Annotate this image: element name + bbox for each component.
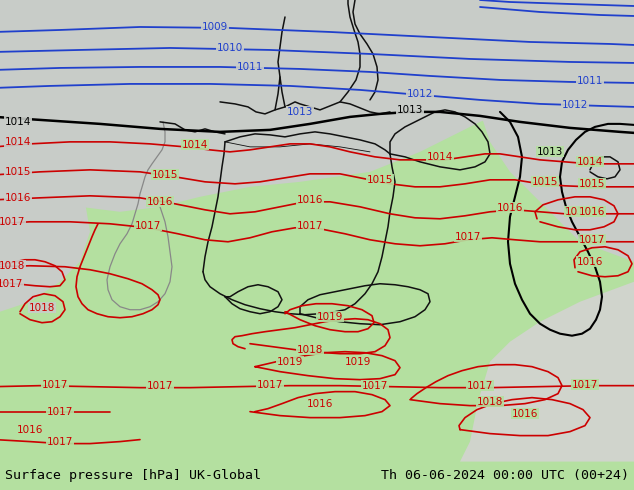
Text: 1012: 1012	[562, 100, 588, 110]
Polygon shape	[0, 0, 634, 212]
Text: 1018: 1018	[0, 261, 25, 271]
Text: 1016: 1016	[307, 399, 333, 409]
Text: 1017: 1017	[572, 380, 598, 390]
Text: 1017: 1017	[455, 232, 481, 242]
Text: 1014: 1014	[182, 140, 208, 150]
Text: 1017: 1017	[147, 381, 173, 391]
Text: 1016: 1016	[5, 193, 31, 203]
Text: 1017: 1017	[135, 221, 161, 231]
Text: 1016: 1016	[512, 409, 538, 418]
Text: 1016: 1016	[579, 207, 605, 217]
Text: 1013: 1013	[397, 105, 423, 115]
Text: 1015: 1015	[579, 179, 605, 189]
Text: 1016: 1016	[147, 197, 173, 207]
Text: Surface pressure [hPa] UK-Global: Surface pressure [hPa] UK-Global	[5, 469, 261, 482]
Text: 1017: 1017	[42, 380, 68, 390]
Text: 1019: 1019	[345, 357, 371, 367]
Text: 1016: 1016	[577, 257, 603, 267]
Text: 1011: 1011	[577, 76, 603, 86]
Text: 1016: 1016	[579, 207, 605, 217]
Text: 1009: 1009	[202, 22, 228, 32]
Text: 1017: 1017	[579, 235, 605, 245]
Text: 1018: 1018	[29, 303, 55, 313]
Text: 1013: 1013	[537, 147, 563, 157]
Text: 1017: 1017	[362, 381, 388, 391]
Text: 1014: 1014	[427, 152, 453, 162]
Text: 1015: 1015	[152, 170, 178, 180]
Text: 1016: 1016	[497, 203, 523, 213]
Text: 1017: 1017	[47, 437, 73, 446]
Text: 1010: 1010	[217, 43, 243, 53]
Text: 1015: 1015	[565, 207, 591, 217]
Text: 1014: 1014	[5, 117, 31, 127]
Polygon shape	[0, 112, 90, 312]
Polygon shape	[460, 282, 634, 462]
Polygon shape	[472, 0, 634, 262]
Text: 1015: 1015	[532, 177, 558, 187]
Text: 1019: 1019	[277, 357, 303, 367]
Text: Th 06-06-2024 00:00 UTC (00+24): Th 06-06-2024 00:00 UTC (00+24)	[381, 469, 629, 482]
Text: 1017: 1017	[467, 381, 493, 391]
Text: 1016: 1016	[297, 195, 323, 205]
Text: 1017: 1017	[257, 380, 283, 390]
Text: 1017: 1017	[297, 221, 323, 231]
Text: 1011: 1011	[237, 62, 263, 72]
Text: 1018: 1018	[477, 396, 503, 407]
Text: 1013: 1013	[287, 107, 313, 117]
Text: 1012: 1012	[407, 89, 433, 99]
Text: 1016: 1016	[17, 425, 43, 435]
Text: 1015: 1015	[5, 167, 31, 177]
Text: 1017: 1017	[0, 279, 23, 289]
Text: 1019: 1019	[317, 312, 343, 322]
Text: 1014: 1014	[577, 157, 603, 167]
Text: 1017: 1017	[0, 217, 25, 227]
Text: 1015: 1015	[367, 175, 393, 185]
Text: 1018: 1018	[297, 344, 323, 355]
Text: 1014: 1014	[5, 137, 31, 147]
Text: 1017: 1017	[47, 407, 73, 416]
